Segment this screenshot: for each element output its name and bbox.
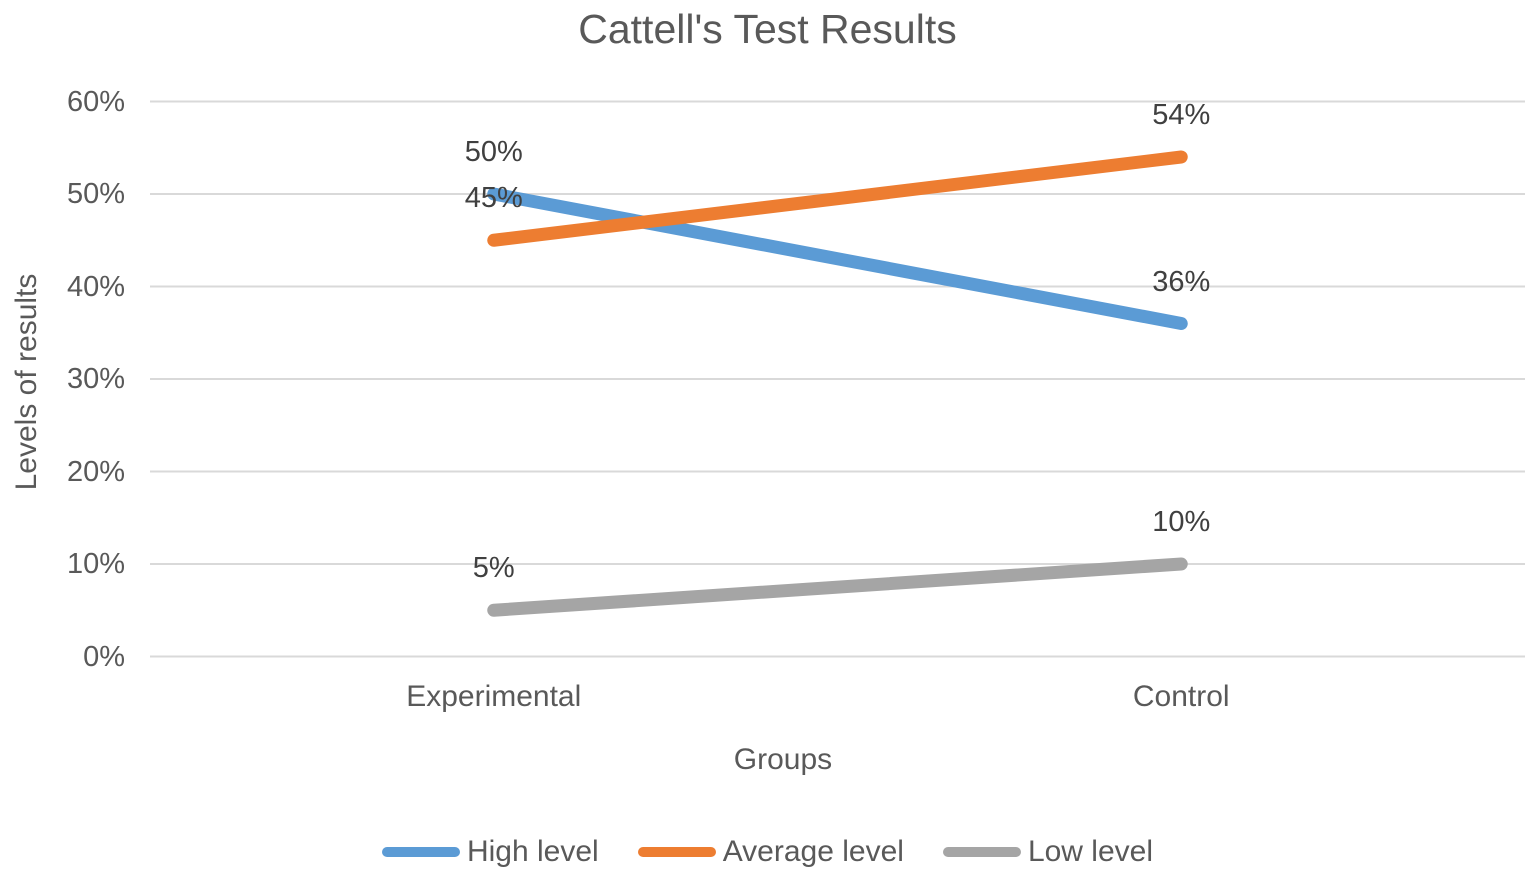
y-tick-label: 20% xyxy=(66,455,125,488)
category-label: Control xyxy=(1132,680,1230,713)
data-label: 5% xyxy=(472,552,515,585)
legend-swatch-icon xyxy=(381,847,460,857)
legend-swatch-icon xyxy=(942,847,1021,857)
series-line-low-level xyxy=(487,557,1188,617)
legend-item-average-level: Average level xyxy=(637,835,904,869)
legend-swatch-icon xyxy=(637,847,716,857)
legend-item-low-level: Low level xyxy=(942,835,1154,869)
y-tick-label: 30% xyxy=(66,363,125,395)
legend-label: Low level xyxy=(1027,835,1154,868)
data-label: 36% xyxy=(1152,265,1211,298)
x-axis-title: Groups xyxy=(733,743,833,776)
category-label: Experimental xyxy=(406,680,582,713)
chart-title: Cattell's Test Results xyxy=(578,6,957,52)
data-label: 50% xyxy=(464,136,523,168)
legend-item-high-level: High level xyxy=(381,835,599,869)
y-tick-label: 50% xyxy=(66,178,125,210)
legend: High level Average level Low level xyxy=(0,832,1535,872)
data-label: 54% xyxy=(1152,99,1211,131)
series-line-average-level xyxy=(487,150,1188,247)
y-tick-label: 60% xyxy=(66,85,125,118)
series-line-high-level xyxy=(487,187,1188,330)
y-tick-label: 40% xyxy=(66,270,125,303)
data-label: 45% xyxy=(464,182,523,215)
legend-label: Average level xyxy=(722,835,904,868)
y-tick-label: 0% xyxy=(83,640,125,673)
legend-label: High level xyxy=(466,835,599,868)
data-label: 10% xyxy=(1152,506,1211,538)
y-tick-label: 10% xyxy=(66,548,125,580)
